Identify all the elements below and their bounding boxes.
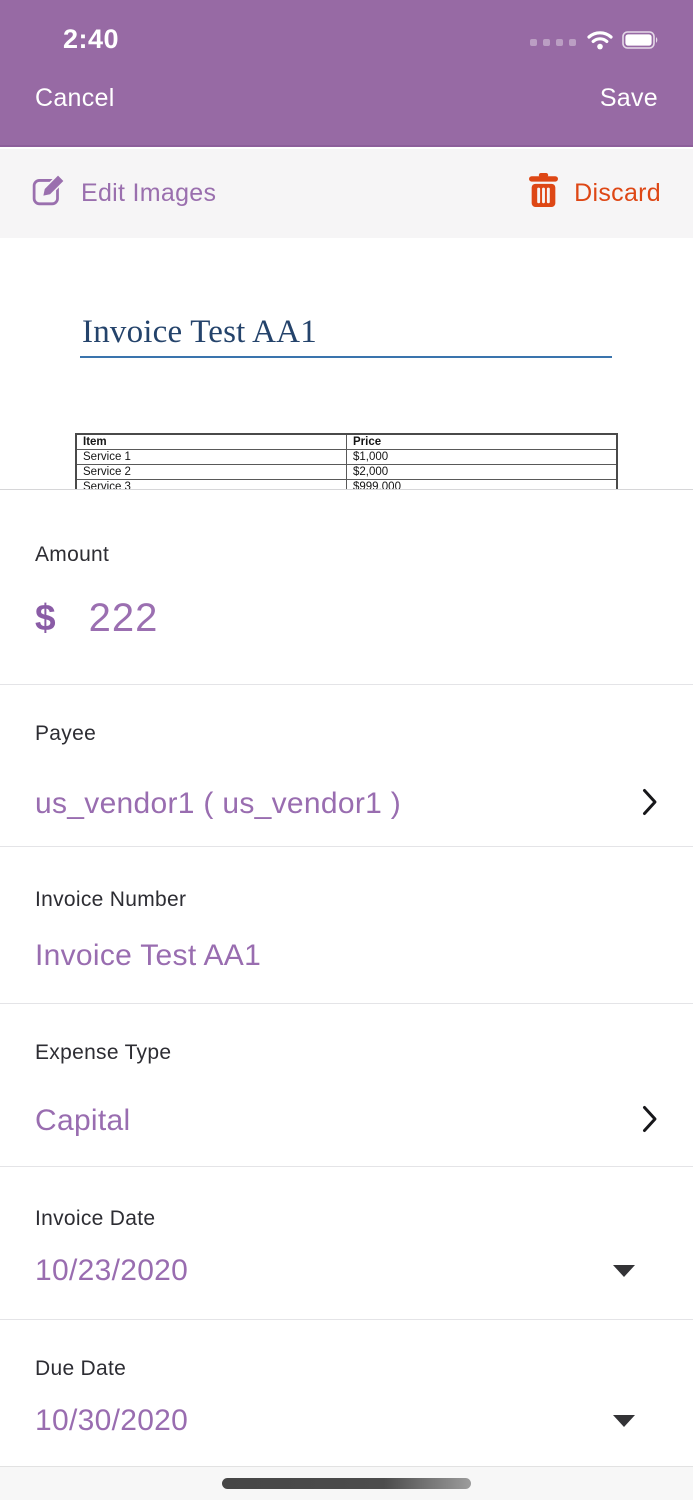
table-header-price: Price [346,433,618,450]
due-date-value: 10/30/2020 [35,1404,189,1437]
home-indicator[interactable] [222,1478,471,1489]
expense-type-value: Capital [35,1104,131,1137]
invoice-line-items-table: Item Price Service 1 $1,000 Service 2 $2… [75,433,618,489]
invoice-form-sheet: Amount $ 222 Payee us_vendor1 ( us_vendo… [0,489,693,1466]
table-cell: Service 3 [75,479,347,489]
amount-field[interactable]: Amount $ 222 [0,490,693,685]
table-cell: $1,000 [346,449,618,465]
cellular-signal-icon [530,38,576,46]
currency-symbol: $ [35,597,56,638]
table-header-item: Item [75,433,347,450]
payee-field[interactable]: Payee us_vendor1 ( us_vendor1 ) [0,685,693,847]
expense-type-field[interactable]: Expense Type Capital [0,1004,693,1167]
chevron-right-icon [642,788,658,821]
dropdown-caret-icon [613,1265,635,1277]
table-header-row: Item Price [75,433,618,450]
due-date-field[interactable]: Due Date 10/30/2020 [0,1320,693,1466]
battery-icon [622,30,660,54]
invoice-number-input[interactable]: Invoice Test AA1 [35,939,262,972]
pencil-edit-icon [32,173,66,214]
table-cell: Service 2 [75,464,347,480]
invoice-number-label: Invoice Number [35,888,187,911]
invoice-image-preview: Invoice Test AA1 Item Price Service 1 $1… [0,238,693,489]
header-bar: 2:40 Cancel Save [0,0,693,147]
document-title-underline [80,356,612,358]
payee-value: us_vendor1 ( us_vendor1 ) [35,787,402,820]
nav-row: Cancel Save [0,84,693,124]
status-time: 2:40 [63,24,120,54]
status-icons [530,30,660,54]
table-cell: $2,000 [346,464,618,480]
table-row: Service 1 $1,000 [75,449,618,465]
invoice-number-field[interactable]: Invoice Number Invoice Test AA1 [0,847,693,1004]
amount-input[interactable]: 222 [88,595,159,640]
discard-label: Discard [574,179,661,207]
table-row: Service 2 $2,000 [75,464,618,480]
image-toolbar: Edit Images Discard [0,149,693,238]
trash-icon [528,173,559,214]
invoice-date-field[interactable]: Invoice Date 10/23/2020 [0,1167,693,1320]
cancel-button[interactable]: Cancel [35,84,115,112]
edit-images-button[interactable]: Edit Images [32,173,216,214]
save-button[interactable]: Save [599,84,658,112]
invoice-date-value: 10/23/2020 [35,1254,189,1287]
payee-label: Payee [35,722,97,745]
expense-type-label: Expense Type [35,1041,172,1064]
invoice-date-label: Invoice Date [35,1207,156,1230]
bottom-bar [0,1466,693,1500]
table-cell: Service 1 [75,449,347,465]
discard-button[interactable]: Discard [528,173,661,214]
document-title: Invoice Test AA1 [82,314,317,350]
chevron-right-icon [642,1105,658,1138]
due-date-label: Due Date [35,1357,127,1380]
table-row: Service 3 $999,000 [75,479,618,489]
amount-label: Amount [35,543,110,566]
wifi-icon [587,30,613,55]
dropdown-caret-icon [613,1415,635,1427]
table-cell: $999,000 [346,479,618,489]
edit-images-label: Edit Images [81,179,217,207]
